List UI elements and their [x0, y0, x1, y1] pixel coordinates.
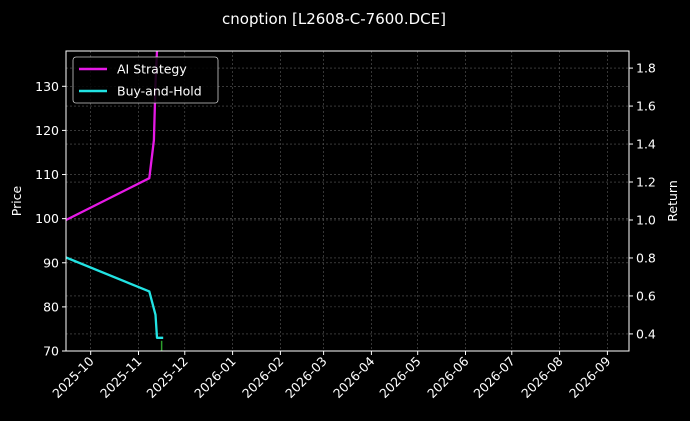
- legend-label: Buy-and-Hold: [117, 84, 202, 99]
- y-tick-label: 110: [35, 167, 59, 182]
- y2-tick-label: 0.6: [636, 288, 656, 303]
- legend: AI Strategy Buy-and-Hold: [72, 56, 219, 104]
- x-tick-label: 2026-04: [330, 353, 378, 401]
- x-tick-label: 2026-08: [518, 353, 566, 401]
- y-axis-label: Price: [9, 185, 24, 216]
- y-tick-label: 130: [35, 79, 59, 94]
- x-tick-label: 2026-06: [424, 353, 472, 401]
- x-tick-label: 2026-07: [470, 354, 518, 402]
- y2-tick-label: 0.4: [636, 326, 656, 341]
- x-tick-label: 2026-02: [239, 354, 287, 402]
- x-tick-label: 2026-09: [566, 353, 614, 401]
- y2-axis-label: Return: [665, 180, 680, 221]
- x-tick-label: 2025-10: [49, 353, 97, 401]
- y2-tick-label: 1.8: [636, 61, 656, 76]
- y2-tick-label: 0.8: [636, 250, 656, 265]
- series-line-buy-and-hold: [66, 256, 164, 339]
- plot-frame: [65, 50, 630, 352]
- legend-label: AI Strategy: [117, 62, 187, 77]
- y-tick-label: 70: [43, 344, 59, 359]
- y2-tick-label: 1.4: [636, 137, 656, 152]
- x-tick-label: 2026-05: [376, 354, 424, 402]
- y-tick-label: 80: [43, 299, 59, 314]
- y-tick-label: 120: [35, 123, 59, 138]
- x-tick-label: 2026-01: [191, 354, 239, 402]
- y-tick-label: 90: [43, 255, 59, 270]
- x-tick-label: 2025-12: [143, 354, 191, 402]
- y2-tick-label: 1.6: [636, 99, 656, 114]
- legend-box: [72, 56, 219, 104]
- x-tick-label: 2026-03: [282, 354, 330, 402]
- y-tick-label: 100: [35, 211, 59, 226]
- x-tick-label: 2025-11: [97, 354, 145, 402]
- y2-tick-label: 1.0: [636, 212, 656, 227]
- y2-tick-label: 1.2: [636, 175, 656, 190]
- chart-title: cnoption [L2608-C-7600.DCE]: [222, 10, 446, 28]
